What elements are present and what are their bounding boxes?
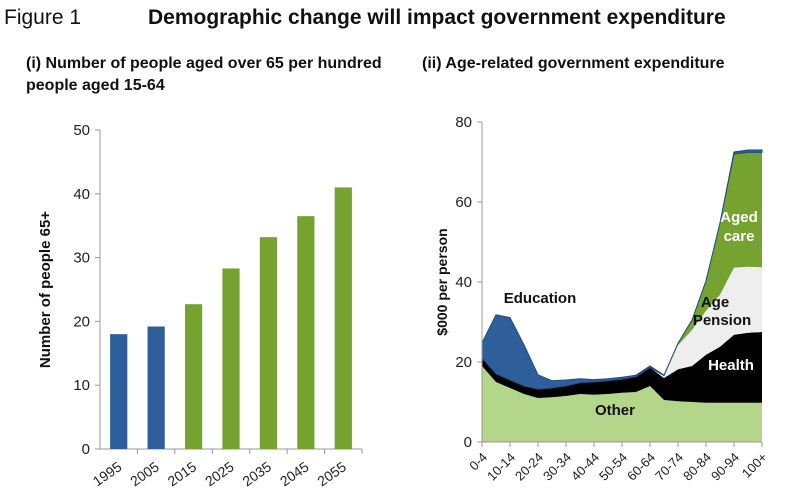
x-tick-label: 2045 xyxy=(277,458,312,489)
label-age-pension: Age xyxy=(701,294,729,311)
x-tick-label: 2035 xyxy=(239,458,274,489)
x-tick-label: 2005 xyxy=(127,458,162,489)
label-aged-care: Aged xyxy=(720,209,758,226)
area-education xyxy=(481,149,763,390)
area-other xyxy=(482,366,762,442)
bar-2045 xyxy=(297,216,315,449)
bar-chart: 0 10 20 30 40 50 1995 2005 2015 2025 2035 2045 2055 N… xyxy=(37,122,363,489)
area-aged-care xyxy=(482,152,762,390)
label-aged-care: care xyxy=(724,228,755,245)
area-chart-labels: 0 20 40 60 80 0-410-1420-2430-3440-4450-5460-… xyxy=(434,114,770,484)
bar-2055 xyxy=(334,187,352,450)
y-tick-label: 0 xyxy=(82,441,90,458)
y-axis-title: Number of people 65+ xyxy=(37,211,54,368)
x-tick-label: 50-54 xyxy=(596,450,630,484)
y-tick-label: 20 xyxy=(73,313,90,330)
x-tick-label: 40-44 xyxy=(568,450,602,484)
figure-label: Figure 1 xyxy=(4,6,82,29)
label-other: Other xyxy=(595,402,635,419)
x-tick-label: 80-84 xyxy=(680,450,714,484)
bar-2005 xyxy=(147,326,165,449)
label-health: Health xyxy=(708,357,754,374)
x-tick-label: 1995 xyxy=(90,458,125,489)
y-axis-title: $000 per person xyxy=(434,228,450,335)
x-tick-label: 70-74 xyxy=(652,450,686,484)
left-chart-title: (i) Number of people aged over 65 per hu… xyxy=(26,55,382,94)
label-age-pension: Pension xyxy=(693,312,751,329)
y-tick-label: 50 xyxy=(73,122,90,139)
x-tick-label: 2025 xyxy=(202,458,237,489)
y-tick-label: 30 xyxy=(73,250,90,267)
x-tick-label: 20-24 xyxy=(512,450,546,484)
area-health xyxy=(482,332,762,403)
y-tick-label: 20 xyxy=(455,354,472,371)
area-chart-areas xyxy=(481,149,763,442)
right-chart-title: (ii) Age-related government expenditure xyxy=(422,55,725,72)
x-tick-label: 0-4 xyxy=(466,450,490,474)
x-tick-label: 30-34 xyxy=(540,450,574,484)
x-tick-label: 90-94 xyxy=(708,450,742,484)
bar-2025 xyxy=(222,268,240,449)
bar-1995 xyxy=(110,334,128,449)
y-tick-label: 60 xyxy=(455,194,472,211)
area-age-pension xyxy=(482,266,762,390)
x-tick-label: 10-14 xyxy=(484,450,518,484)
label-education: Education xyxy=(504,290,577,307)
area-chart-axes xyxy=(477,121,763,447)
figure-title: Demographic change will impact governmen… xyxy=(148,6,726,29)
x-tick-label: 100+ xyxy=(739,450,770,481)
bar-2015 xyxy=(184,304,203,449)
bar-2035 xyxy=(259,237,278,449)
bar-chart-bars xyxy=(110,187,352,450)
x-tick-label: 60-64 xyxy=(624,450,658,484)
y-tick-label: 80 xyxy=(455,114,472,131)
y-tick-label: 40 xyxy=(455,274,472,291)
y-tick-label: 40 xyxy=(73,186,90,203)
x-tick-label: 2055 xyxy=(314,458,349,489)
y-tick-label: 10 xyxy=(73,377,90,394)
x-tick-label: 2015 xyxy=(165,458,200,489)
y-tick-label: 0 xyxy=(464,434,472,451)
